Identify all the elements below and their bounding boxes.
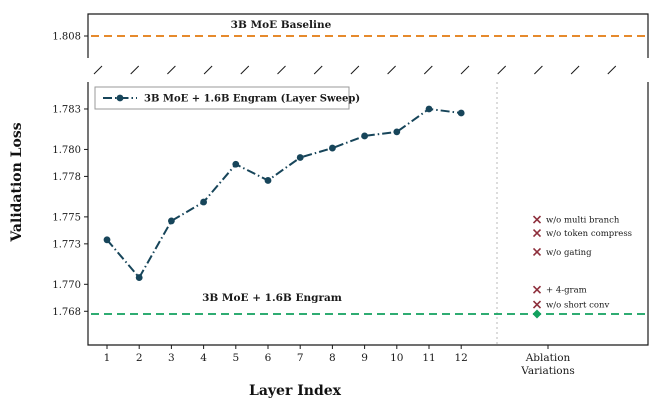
axis-break-mark — [313, 65, 323, 75]
layer-sweep-line — [106, 107, 462, 280]
x-tick-label: 3 — [168, 352, 175, 364]
data-point-marker — [296, 154, 304, 161]
axis-break-mark — [570, 65, 580, 75]
x-tick-label: 11 — [422, 352, 435, 364]
y-tick-label-top: 1.808 — [52, 32, 81, 43]
legend-box — [94, 86, 350, 110]
x-tick-label: 2 — [136, 352, 143, 364]
y-tick-label: 1.770 — [52, 280, 81, 291]
ablation-x-marker — [532, 285, 542, 294]
reference-annotation: 3B MoE + 1.6B Engram — [202, 292, 342, 304]
axis-break-mark — [460, 65, 470, 75]
data-point-marker — [168, 217, 175, 225]
axis-break-mark — [607, 65, 617, 75]
axis-break-mark — [93, 65, 103, 75]
x-tick-label: 5 — [232, 352, 239, 364]
y-tick-label: 1.768 — [52, 307, 81, 318]
ablation-label: + 4-gram — [546, 286, 587, 296]
ablation-label: w/o token compress — [546, 229, 632, 239]
x-axis-label: Layer Index — [249, 383, 341, 399]
x-tick-label: 6 — [265, 352, 272, 364]
axis-break-mark — [497, 65, 507, 75]
axis-break-mark — [167, 65, 176, 75]
data-point-marker — [200, 198, 208, 206]
ablation-x-marker — [532, 228, 542, 238]
main-panel-frame — [87, 82, 649, 346]
data-point-marker — [264, 177, 272, 184]
x-tick-label: 4 — [200, 352, 207, 364]
axis-break-mark — [277, 65, 286, 75]
ablation-label: w/o multi branch — [546, 216, 620, 226]
engram-diamond-marker — [532, 309, 542, 319]
ablation-label: w/o short conv — [546, 301, 609, 311]
x-tick-label: 12 — [455, 352, 468, 364]
ablation-axis-label: Variations — [520, 365, 575, 377]
y-tick-label: 1.780 — [52, 145, 81, 156]
y-tick-label: 1.773 — [52, 239, 81, 250]
axis-break-mark — [387, 65, 396, 75]
data-point-marker — [329, 144, 336, 152]
axis-break-mark — [203, 65, 213, 75]
ablation-x-marker — [532, 300, 542, 309]
y-tick-label: 1.783 — [52, 104, 81, 115]
data-point-marker — [103, 236, 111, 244]
axis-break-mark — [350, 65, 360, 75]
data-point-marker — [135, 274, 143, 281]
x-tick-label: 10 — [390, 352, 403, 364]
axis-break-mark — [534, 65, 543, 75]
ablation-x-marker — [532, 215, 542, 224]
data-point-marker — [457, 109, 465, 117]
baseline-annotation: 3B MoE Baseline — [231, 19, 332, 31]
data-point-marker — [361, 132, 368, 140]
legend-entry-label: 3B MoE + 1.6B Engram (Layer Sweep) — [144, 94, 360, 105]
legend-marker-sample — [116, 94, 124, 102]
y-tick-label: 1.775 — [52, 212, 81, 223]
x-tick-label: 1 — [104, 352, 111, 364]
ablation-axis-label: Ablation — [525, 352, 571, 364]
axis-break-mark — [130, 65, 140, 75]
axis-break-mark — [240, 65, 250, 75]
x-tick-label: 7 — [297, 352, 304, 364]
data-point-marker — [232, 160, 240, 168]
ablation-label: w/o gating — [546, 248, 592, 258]
x-tick-label: 8 — [329, 352, 336, 364]
axis-break-mark — [423, 65, 433, 75]
data-point-marker — [425, 105, 433, 113]
data-point-marker — [393, 128, 401, 136]
x-tick-label: 9 — [361, 352, 368, 364]
ablation-x-marker — [532, 247, 542, 257]
y-tick-label: 1.778 — [52, 172, 81, 183]
